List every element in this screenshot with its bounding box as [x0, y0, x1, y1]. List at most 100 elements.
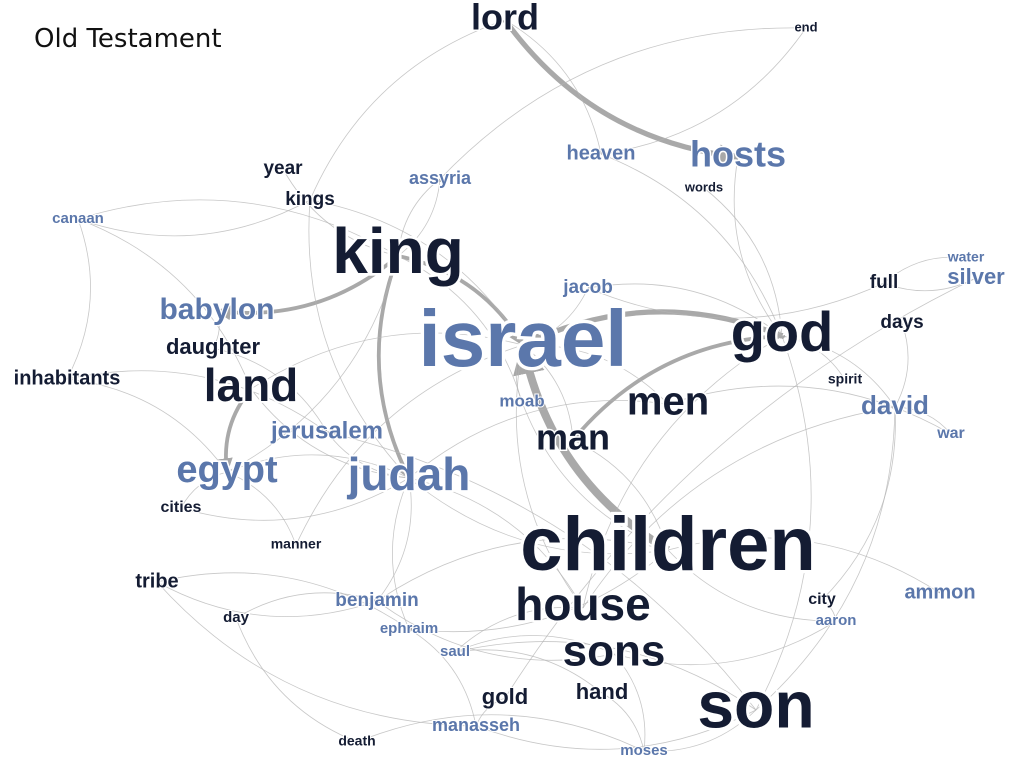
- edge-king-judah: [376, 255, 411, 480]
- word-day: day: [223, 609, 250, 626]
- edge-son-david: [755, 406, 897, 711]
- edge-gold-manasseh: [475, 697, 506, 727]
- word-moab: moab: [499, 391, 544, 410]
- edge-jerusalem-judah: [326, 431, 410, 480]
- word-lord: lord: [471, 0, 539, 38]
- edge-men-israel: [522, 343, 669, 405]
- word-layer: lord end heaven hosts year kings assyria words c…: [13, 0, 1007, 760]
- edge-tribe-ephraim: [156, 572, 410, 630]
- edge-men-judah: [408, 400, 669, 479]
- word-sons: sons: [563, 627, 666, 676]
- edge-inhabitants-canaan: [66, 218, 91, 380]
- edge-son-saul: [454, 641, 757, 711]
- word-days: days: [880, 312, 923, 333]
- word-ephraim: ephraim: [380, 620, 438, 637]
- edge-end-heaven: [600, 27, 807, 156]
- edge-inhabitants-egypt: [66, 378, 228, 473]
- word-jerusalem: jerusalem: [270, 417, 383, 444]
- word-children: children: [520, 502, 816, 587]
- word-aaron: aaron: [816, 612, 857, 629]
- edge-land-canaan: [77, 218, 252, 390]
- edge-god-israel: [521, 309, 783, 348]
- edge-tribe-manasseh: [156, 581, 477, 728]
- edge-daughter-jerusalem: [212, 347, 328, 433]
- edge-son-manasseh: [475, 709, 757, 750]
- edge-king-assyria: [397, 178, 442, 257]
- edge-layer: [66, 18, 977, 753]
- word-man: man: [536, 417, 610, 458]
- edge-days-david: [894, 322, 909, 408]
- word-benjamin: benjamin: [335, 590, 418, 611]
- edge-ephraim-judah: [392, 477, 410, 630]
- edge-inhabitants-jerusalem: [66, 370, 328, 433]
- edge-house-israel: [515, 344, 584, 609]
- word-judah: judah: [347, 448, 471, 500]
- edge-men-war: [667, 385, 952, 435]
- edge-manasseh-ephraim: [408, 628, 477, 727]
- edge-son-jerusalem: [326, 431, 757, 711]
- word-words: words: [684, 179, 723, 194]
- word-gold: gold: [482, 684, 528, 709]
- word-manasseh: manasseh: [432, 715, 520, 735]
- edge-full-jacob: [587, 282, 885, 319]
- edge-land-judah: [250, 388, 410, 480]
- word-daughter: daughter: [166, 334, 261, 359]
- edge-david-war: [894, 406, 952, 435]
- word-full: full: [870, 272, 899, 293]
- edge-god-jacob: [587, 283, 783, 337]
- edge-children-aaron: [667, 549, 837, 623]
- word-war: war: [936, 425, 965, 442]
- word-tribe: tribe: [135, 570, 178, 592]
- edge-children-man: [572, 439, 669, 551]
- word-silver: silver: [947, 264, 1005, 289]
- edge-hosts-god: [733, 156, 783, 337]
- edge-moab-israel: [515, 344, 524, 403]
- edge-manner-israel: [295, 344, 524, 546]
- edge-cities-egypt: [180, 471, 228, 509]
- word-hosts: hosts: [690, 134, 786, 175]
- edge-house-judah: [408, 477, 584, 609]
- edge-kings-judah: [308, 199, 410, 479]
- edge-children-benjamin: [376, 538, 669, 602]
- word-moses: moses: [620, 742, 668, 759]
- word-cities: cities: [161, 499, 202, 516]
- word-ammon: ammon: [904, 581, 975, 603]
- word-assyria: assyria: [409, 168, 472, 188]
- edge-lord-heaven: [504, 19, 602, 155]
- edge-king-babylon: [215, 254, 400, 321]
- word-spirit: spirit: [828, 371, 863, 387]
- word-men: men: [627, 380, 709, 424]
- edge-death-moses: [356, 714, 645, 752]
- edge-kings-canaan: [77, 199, 311, 237]
- edge-day-death: [235, 617, 358, 743]
- edge-end-assyria: [439, 27, 807, 180]
- edge-benjamin-judah: [376, 477, 412, 602]
- edge-sons-moses: [613, 653, 646, 752]
- edge-sons-aaron: [613, 620, 837, 666]
- edge-king-egypt: [226, 255, 399, 473]
- edge-children-judah: [408, 477, 669, 555]
- edge-man-god: [571, 329, 784, 442]
- edge-man-israel: [522, 344, 574, 441]
- edge-son-moses: [643, 709, 757, 753]
- word-israel: israel: [418, 294, 627, 383]
- edge-children-moab: [521, 401, 669, 551]
- word-inhabitants: inhabitants: [14, 367, 121, 389]
- word-babylon: babylon: [159, 293, 274, 326]
- edge-spirit-god: [781, 334, 846, 381]
- edge-kings-israel: [309, 199, 524, 346]
- edge-jacob-israel: [522, 287, 589, 346]
- word-david: david: [861, 390, 929, 420]
- word-water: water: [947, 249, 985, 265]
- word-egypt: egypt: [176, 449, 278, 491]
- edge-lord-kings: [309, 19, 506, 201]
- word-son: son: [697, 667, 814, 741]
- edge-gold-silver: [504, 277, 977, 699]
- word-house: house: [515, 578, 650, 630]
- edge-son-god: [755, 335, 812, 711]
- edge-land-israel: [250, 332, 524, 390]
- edge-year-king: [282, 168, 399, 257]
- edge-sons-saul: [454, 635, 615, 655]
- word-death: death: [338, 733, 375, 749]
